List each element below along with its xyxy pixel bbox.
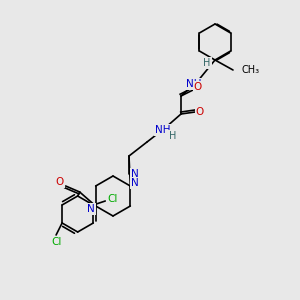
Text: H: H xyxy=(169,131,177,141)
Text: N: N xyxy=(131,169,139,179)
Text: NH: NH xyxy=(155,125,171,135)
Text: N: N xyxy=(131,178,139,188)
Text: O: O xyxy=(196,107,204,117)
Text: N: N xyxy=(87,204,94,214)
Text: O: O xyxy=(194,82,202,92)
Text: Cl: Cl xyxy=(51,237,61,247)
Text: Cl: Cl xyxy=(107,194,118,204)
Text: NH: NH xyxy=(186,79,202,89)
Text: CH₃: CH₃ xyxy=(241,65,259,75)
Text: O: O xyxy=(56,177,64,187)
Text: H: H xyxy=(203,58,211,68)
